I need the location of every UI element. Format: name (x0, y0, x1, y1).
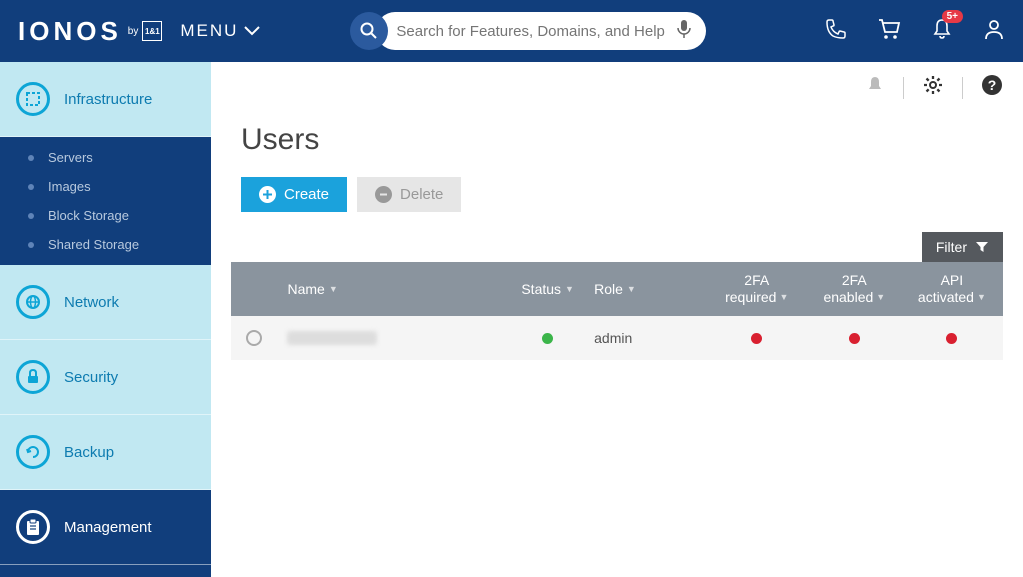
sidebar-item-label: Security (64, 369, 118, 386)
row-select[interactable] (231, 330, 277, 346)
table-header: Name▼ Status▼ Role▼ 2FArequired▼ 2FAenab… (231, 262, 1003, 316)
search-input[interactable] (376, 12, 706, 50)
action-bar: Create Delete (211, 177, 1023, 232)
th-status[interactable]: Status▼ (501, 281, 594, 297)
filter-bar: Filter (211, 232, 1023, 262)
delete-label: Delete (400, 186, 443, 203)
minus-icon (375, 186, 392, 203)
sidebar-subitem-shared-storage[interactable]: Shared Storage (0, 230, 211, 259)
network-icon (16, 285, 50, 319)
sidebar-subitem-logs[interactable]: Logs (0, 571, 211, 577)
management-subitems: Logs Users Roles (0, 565, 211, 577)
sidebar-item-network[interactable]: Network (0, 265, 211, 340)
create-label: Create (284, 186, 329, 203)
logo-text: IONOS (18, 16, 122, 47)
management-icon (16, 510, 50, 544)
search-icon (360, 22, 378, 40)
radio-icon (246, 330, 262, 346)
sidebar-item-label: Infrastructure (64, 91, 152, 108)
search-wrap (350, 12, 722, 50)
svg-text:?: ? (988, 77, 997, 93)
create-button[interactable]: Create (241, 177, 347, 212)
cell-2fa-required (706, 333, 808, 344)
gear-icon[interactable] (922, 74, 944, 101)
sidebar-item-label: Management (64, 519, 152, 536)
sort-icon: ▼ (779, 292, 788, 303)
bell-icon[interactable]: 5+ (931, 18, 953, 45)
status-dot (542, 333, 553, 344)
topbar: IONOS by 1&1 MENU 5+ (0, 0, 1023, 62)
cell-api (901, 333, 1003, 344)
cell-status (501, 333, 594, 344)
infrastructure-icon (16, 82, 50, 116)
th-2fa-required[interactable]: 2FArequired▼ (706, 272, 808, 306)
sidebar-item-security[interactable]: Security (0, 340, 211, 415)
cart-icon[interactable] (877, 18, 901, 45)
sidebar-item-infrastructure[interactable]: Infrastructure (0, 62, 211, 137)
delete-button[interactable]: Delete (357, 177, 461, 212)
main-header: ? (211, 62, 1023, 113)
divider (962, 77, 963, 99)
topbar-right: 5+ (825, 18, 1005, 45)
security-icon (16, 360, 50, 394)
sidebar-subitem-block-storage[interactable]: Block Storage (0, 201, 211, 230)
divider (903, 77, 904, 99)
table-row[interactable]: admin (231, 316, 1003, 360)
logo[interactable]: IONOS by 1&1 (18, 16, 162, 47)
sidebar-item-backup[interactable]: Backup (0, 415, 211, 490)
cell-2fa-enabled (808, 333, 901, 344)
layout: Infrastructure Servers Images Block Stor… (0, 62, 1023, 577)
mic-icon[interactable] (676, 19, 692, 44)
menu-label: MENU (180, 21, 238, 41)
users-table: Name▼ Status▼ Role▼ 2FArequired▼ 2FAenab… (231, 262, 1003, 360)
menu-button[interactable]: MENU (180, 21, 260, 41)
page-title: Users (211, 113, 1023, 177)
blurred-text (287, 331, 377, 345)
help-icon[interactable]: ? (981, 74, 1003, 101)
main-content: ? Users Create Delete Filter (211, 62, 1023, 577)
infrastructure-subitems: Servers Images Block Storage Shared Stor… (0, 137, 211, 265)
sort-icon: ▼ (876, 292, 885, 303)
th-api-activated[interactable]: APIactivated▼ (901, 272, 1003, 306)
phone-icon[interactable] (825, 18, 847, 45)
sort-icon: ▼ (627, 284, 636, 294)
sidebar-item-management[interactable]: Management (0, 490, 211, 565)
table-body: admin (231, 316, 1003, 360)
th-role[interactable]: Role▼ (594, 281, 706, 297)
logo-badge: 1&1 (142, 21, 162, 41)
bell-grey-icon[interactable] (865, 75, 885, 100)
sort-icon: ▼ (977, 292, 986, 303)
plus-icon (259, 186, 276, 203)
notif-badge: 5+ (942, 10, 963, 23)
sidebar-subitem-servers[interactable]: Servers (0, 143, 211, 172)
sort-icon: ▼ (565, 284, 574, 294)
filter-button[interactable]: Filter (922, 232, 1003, 262)
sidebar-item-label: Network (64, 294, 119, 311)
th-2fa-enabled[interactable]: 2FAenabled▼ (808, 272, 901, 306)
filter-label: Filter (936, 239, 967, 255)
sidebar: Infrastructure Servers Images Block Stor… (0, 62, 211, 577)
cell-role: admin (594, 330, 706, 346)
th-name[interactable]: Name▼ (277, 281, 501, 297)
logo-by: by (128, 26, 139, 37)
user-icon[interactable] (983, 18, 1005, 45)
sort-icon: ▼ (329, 284, 338, 294)
status-dot (946, 333, 957, 344)
chevron-down-icon (244, 26, 260, 36)
sidebar-item-label: Backup (64, 444, 114, 461)
status-dot (849, 333, 860, 344)
sidebar-subitem-images[interactable]: Images (0, 172, 211, 201)
cell-name (277, 331, 501, 345)
filter-icon (975, 240, 989, 254)
backup-icon (16, 435, 50, 469)
status-dot (751, 333, 762, 344)
